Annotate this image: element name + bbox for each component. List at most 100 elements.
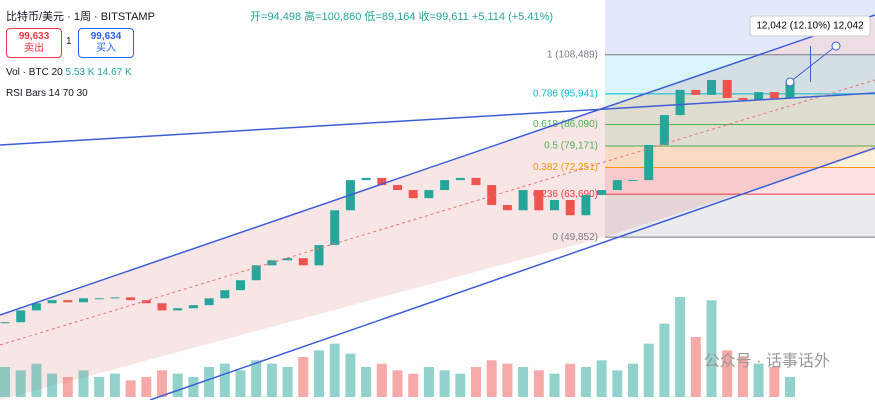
fib-label: 0.786 (95,941) bbox=[533, 88, 598, 99]
candle bbox=[408, 190, 418, 199]
volume-bar bbox=[690, 337, 701, 397]
price: 99,633 bbox=[18, 31, 50, 42]
candle bbox=[314, 245, 324, 266]
candle bbox=[502, 204, 512, 211]
volume-bar bbox=[643, 343, 654, 397]
volume-bar bbox=[109, 373, 120, 397]
candle bbox=[628, 180, 638, 182]
channel-top bbox=[0, 14, 875, 316]
trend-line bbox=[0, 92, 875, 146]
candle bbox=[769, 92, 779, 99]
volume-bar bbox=[706, 300, 717, 397]
label: 高= bbox=[304, 11, 322, 23]
channel bbox=[0, 15, 875, 400]
candle bbox=[173, 308, 183, 311]
fib-label: 1 (108,489) bbox=[547, 49, 598, 60]
candle bbox=[565, 200, 575, 216]
fib-label: 0.618 (86,090) bbox=[533, 119, 598, 130]
volume-bar bbox=[439, 370, 450, 397]
candle bbox=[471, 177, 481, 186]
candle bbox=[597, 190, 607, 196]
value: 5.53 K bbox=[65, 67, 95, 78]
volume-bar bbox=[596, 360, 607, 397]
volume-bar bbox=[518, 367, 529, 397]
sell-button[interactable]: 99,633 卖出 bbox=[6, 28, 62, 58]
candle bbox=[754, 92, 764, 100]
candle bbox=[141, 300, 151, 304]
rsi-legend: RSI Bars 14 70 30 bbox=[6, 88, 88, 99]
channel-bottom bbox=[149, 147, 875, 400]
handle[interactable] bbox=[831, 41, 841, 51]
volume-bar bbox=[329, 343, 340, 397]
candle bbox=[361, 177, 371, 181]
volume-bar bbox=[753, 363, 764, 397]
measure-line bbox=[789, 45, 837, 83]
candle bbox=[377, 177, 387, 186]
volume-bar bbox=[549, 373, 560, 397]
volume-bar bbox=[0, 367, 10, 397]
candle bbox=[424, 190, 434, 199]
volume-bar bbox=[235, 370, 246, 397]
spread: 1 bbox=[66, 36, 72, 47]
watermark: 公众号 · 话事话外 bbox=[704, 352, 830, 370]
label: 开= bbox=[250, 11, 268, 23]
volume-bar bbox=[31, 363, 42, 397]
label: 低= bbox=[364, 11, 382, 23]
candle bbox=[691, 89, 701, 95]
mid-line bbox=[0, 79, 875, 346]
label: Vol · BTC 20 bbox=[6, 67, 63, 78]
volume-bar bbox=[675, 297, 686, 397]
volume-bar bbox=[282, 367, 293, 397]
volume-bar bbox=[219, 363, 230, 397]
candle bbox=[220, 290, 230, 299]
candle bbox=[550, 200, 559, 211]
candle bbox=[534, 190, 544, 211]
volume-bar bbox=[722, 350, 733, 397]
candle bbox=[283, 258, 293, 261]
candle bbox=[487, 185, 497, 205]
volume-bar bbox=[78, 370, 89, 397]
volume-bar bbox=[580, 367, 591, 397]
buy-button[interactable]: 99,634 买入 bbox=[78, 28, 134, 58]
candle bbox=[707, 79, 716, 95]
fib-label: 0 (49,852) bbox=[552, 232, 598, 243]
volume-bar bbox=[376, 363, 387, 397]
volume-bar bbox=[15, 370, 26, 397]
candle bbox=[188, 305, 198, 309]
volume-bar bbox=[125, 380, 136, 397]
volume-bar bbox=[769, 367, 780, 397]
measure-box bbox=[749, 15, 871, 37]
candle bbox=[785, 82, 795, 99]
volume-bar bbox=[737, 357, 748, 397]
label: 买入 bbox=[96, 43, 116, 54]
value: 89,164 bbox=[381, 11, 416, 23]
candle bbox=[330, 210, 340, 246]
candle bbox=[94, 298, 104, 300]
candle bbox=[298, 258, 308, 266]
candle bbox=[518, 190, 528, 211]
volume-bar bbox=[392, 370, 403, 397]
volume-bar bbox=[188, 377, 199, 397]
candle bbox=[659, 115, 669, 145]
volume-bar bbox=[314, 350, 324, 397]
candle bbox=[0, 322, 10, 324]
volume-bar bbox=[47, 373, 58, 397]
fib-zone bbox=[605, 194, 875, 238]
value: 100,860 bbox=[321, 11, 362, 23]
volume-bar bbox=[612, 370, 623, 397]
candle bbox=[204, 298, 214, 306]
candle bbox=[31, 303, 41, 311]
volume-bar bbox=[62, 377, 73, 397]
volume-bar bbox=[345, 353, 356, 397]
volume-bar bbox=[628, 363, 638, 397]
fib-zone bbox=[605, 124, 875, 146]
candle bbox=[251, 265, 261, 281]
candle bbox=[581, 195, 591, 216]
volume-bar bbox=[659, 323, 670, 397]
volume-bar bbox=[204, 367, 215, 397]
volume-bar bbox=[141, 377, 152, 397]
volume-bar bbox=[423, 367, 434, 397]
fib-label: 0.382 (72,251) bbox=[533, 162, 598, 173]
handle[interactable] bbox=[785, 77, 795, 87]
